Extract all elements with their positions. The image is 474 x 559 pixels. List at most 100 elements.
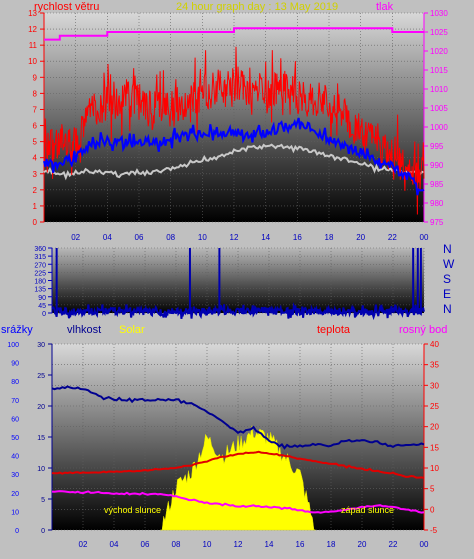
compass-w: W bbox=[443, 257, 455, 271]
wind-speed-label: rychlost větru bbox=[34, 1, 99, 13]
solar-radiation-area bbox=[160, 425, 316, 531]
time-tick-label: 16 bbox=[293, 233, 302, 242]
time-tick-label: 14 bbox=[261, 233, 270, 242]
temperature-label: teplota bbox=[317, 324, 351, 336]
time-tick-label: 06 bbox=[135, 233, 144, 242]
humidity-tick-label: 10 bbox=[37, 466, 45, 473]
wind-tick-label: 11 bbox=[29, 41, 38, 50]
pressure-tick-label: 1025 bbox=[430, 28, 448, 37]
direction-tick-label: 0 bbox=[42, 311, 46, 318]
wind-tick-label: 10 bbox=[28, 57, 37, 66]
wind-tick-label: 12 bbox=[28, 25, 37, 34]
pressure-line bbox=[44, 27, 424, 41]
pressure-tick-label: 975 bbox=[430, 218, 444, 227]
time-tick-label: 18 bbox=[327, 540, 336, 549]
wind-tick-label: 4 bbox=[33, 154, 38, 163]
chart-title: 24 hour graph day : 13 May 2019 bbox=[176, 1, 338, 13]
wind-tick-label: 8 bbox=[33, 89, 38, 98]
rain-tick-label: 0 bbox=[15, 528, 19, 535]
wind-tick-label: 5 bbox=[33, 138, 38, 147]
time-tick-label: 12 bbox=[230, 233, 239, 242]
time-tick-label: 22 bbox=[389, 540, 398, 549]
time-tick-label: 00 bbox=[420, 233, 429, 242]
temp-tick-label: 5 bbox=[430, 485, 435, 494]
pressure-tick-label: 995 bbox=[430, 142, 444, 151]
temp-tick-label: 40 bbox=[430, 340, 439, 349]
rain-tick-label: 60 bbox=[11, 416, 19, 423]
humidity-tick-label: 25 bbox=[37, 373, 45, 380]
temp-tick-label: 35 bbox=[430, 361, 439, 370]
temp-tick-label: 30 bbox=[430, 381, 439, 390]
humidity-line bbox=[51, 385, 425, 450]
rain-tick-label: 20 bbox=[11, 491, 19, 498]
temp-tick-label: 15 bbox=[430, 443, 439, 452]
time-tick-label: 14 bbox=[265, 540, 274, 549]
pressure-tick-label: 1010 bbox=[430, 85, 448, 94]
compass-e: E bbox=[443, 287, 451, 301]
time-tick-label: 02 bbox=[71, 233, 80, 242]
compass-n-top: N bbox=[443, 242, 452, 256]
time-tick-label: 22 bbox=[388, 233, 397, 242]
humidity-label: vlhkost bbox=[67, 324, 101, 336]
rain-tick-label: 30 bbox=[11, 472, 19, 479]
time-tick-label: 20 bbox=[356, 233, 365, 242]
humidity-tick-label: 15 bbox=[37, 435, 45, 442]
wind-tick-label: 0 bbox=[33, 218, 38, 227]
temp-tick-label: 20 bbox=[430, 423, 439, 432]
direction-tick-label: 360 bbox=[34, 246, 46, 253]
rain-tick-label: 10 bbox=[11, 509, 19, 516]
humidity-tick-label: 20 bbox=[37, 404, 45, 411]
temp-tick-label: 0 bbox=[430, 505, 435, 514]
dewpoint-line bbox=[51, 490, 425, 514]
sunset-label: západ slunce bbox=[341, 505, 394, 515]
time-tick-label: 00 bbox=[420, 540, 429, 549]
temp-tick-label: -5 bbox=[430, 526, 438, 535]
time-tick-label: 02 bbox=[79, 540, 88, 549]
pressure-tick-label: 980 bbox=[430, 199, 444, 208]
compass-n-bottom: N bbox=[443, 302, 452, 316]
rain-tick-label: 40 bbox=[11, 454, 19, 461]
rain-tick-label: 50 bbox=[11, 435, 19, 442]
solar-label: Solar bbox=[119, 324, 145, 336]
wind-direction-line bbox=[51, 302, 425, 321]
pressure-tick-label: 1000 bbox=[430, 123, 448, 132]
rain-label: srážky bbox=[1, 324, 33, 336]
time-tick-label: 04 bbox=[103, 233, 112, 242]
direction-tick-label: 225 bbox=[34, 270, 46, 277]
wind-tick-label: 3 bbox=[33, 170, 38, 179]
direction-tick-label: 135 bbox=[34, 287, 46, 294]
direction-tick-label: 90 bbox=[38, 295, 46, 302]
temp-tick-label: 25 bbox=[430, 402, 439, 411]
wind-tick-label: 9 bbox=[33, 73, 38, 82]
time-tick-label: 04 bbox=[110, 540, 119, 549]
dewpoint-label: rosný bod bbox=[399, 324, 447, 336]
wind-tick-label: 2 bbox=[33, 186, 38, 195]
pressure-tick-label: 985 bbox=[430, 180, 444, 189]
time-tick-label: 12 bbox=[234, 540, 243, 549]
rain-tick-label: 100 bbox=[7, 342, 19, 349]
wind-gust-line bbox=[43, 46, 425, 215]
sunrise-label: východ slunce bbox=[104, 505, 161, 515]
wind-tick-label: 13 bbox=[28, 9, 37, 18]
direction-tick-label: 270 bbox=[34, 262, 46, 269]
pressure-tick-label: 1015 bbox=[430, 66, 448, 75]
temperature-line bbox=[51, 450, 425, 479]
direction-tick-label: 45 bbox=[38, 303, 46, 310]
humidity-tick-label: 5 bbox=[41, 497, 45, 504]
pressure-tick-label: 990 bbox=[430, 161, 444, 170]
compass-s: S bbox=[443, 272, 451, 286]
wind-tick-label: 7 bbox=[33, 105, 38, 114]
time-tick-label: 18 bbox=[325, 233, 334, 242]
time-tick-label: 16 bbox=[296, 540, 305, 549]
pressure-tick-label: 1005 bbox=[430, 104, 448, 113]
humidity-tick-label: 0 bbox=[41, 528, 45, 535]
time-tick-label: 20 bbox=[358, 540, 367, 549]
wind-tick-label: 6 bbox=[33, 122, 38, 131]
humidity-tick-label: 30 bbox=[37, 342, 45, 349]
temp-tick-label: 10 bbox=[430, 464, 439, 473]
time-tick-label: 06 bbox=[141, 540, 150, 549]
time-tick-label: 08 bbox=[166, 233, 175, 242]
rain-tick-label: 80 bbox=[11, 379, 19, 386]
pressure-label: tlak bbox=[376, 1, 394, 13]
pressure-tick-label: 1030 bbox=[430, 9, 448, 18]
